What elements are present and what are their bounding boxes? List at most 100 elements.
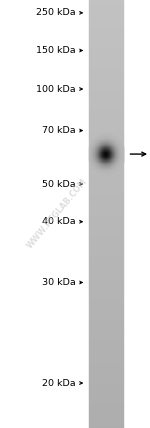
Bar — [89, 320, 123, 321]
Bar — [118, 163, 119, 164]
Bar — [109, 152, 110, 153]
Bar — [108, 151, 109, 152]
Bar — [112, 158, 113, 159]
Bar — [112, 149, 113, 150]
Bar — [111, 138, 112, 139]
Bar — [98, 142, 99, 143]
Bar — [98, 141, 99, 142]
Bar — [118, 153, 119, 154]
Bar — [102, 149, 103, 150]
Bar — [111, 170, 112, 171]
Bar — [89, 208, 123, 210]
Bar — [103, 137, 104, 138]
Bar — [105, 161, 106, 162]
Bar — [114, 149, 115, 150]
Bar — [89, 294, 123, 295]
Bar — [98, 156, 99, 157]
Bar — [106, 145, 107, 146]
Bar — [121, 149, 122, 150]
Bar — [120, 151, 121, 152]
Bar — [113, 153, 114, 154]
Bar — [89, 160, 90, 161]
Bar — [103, 154, 104, 155]
Bar — [89, 292, 123, 294]
Bar — [94, 147, 95, 148]
Bar — [104, 167, 105, 168]
Bar — [95, 153, 96, 154]
Bar — [115, 138, 116, 139]
Bar — [119, 164, 120, 165]
Bar — [89, 337, 123, 338]
Bar — [100, 156, 101, 157]
Bar — [109, 148, 110, 149]
Bar — [99, 135, 100, 136]
Bar — [89, 167, 123, 168]
Bar — [117, 149, 118, 150]
Bar — [113, 151, 114, 152]
Bar — [92, 149, 93, 150]
Bar — [89, 78, 123, 80]
Bar — [109, 155, 110, 156]
Bar — [105, 173, 106, 174]
Bar — [115, 156, 116, 157]
Bar — [89, 240, 123, 241]
Bar — [93, 142, 94, 143]
Bar — [107, 140, 108, 141]
Bar — [108, 156, 109, 157]
Bar — [118, 147, 119, 148]
Bar — [104, 158, 105, 159]
Bar — [100, 150, 101, 151]
Bar — [105, 153, 106, 154]
Bar — [89, 348, 123, 350]
Bar — [97, 157, 98, 158]
Bar — [92, 165, 93, 166]
Bar — [109, 138, 110, 139]
Bar — [110, 139, 111, 140]
Bar — [101, 158, 102, 159]
Bar — [91, 145, 92, 146]
Bar — [102, 164, 103, 165]
Bar — [104, 168, 105, 169]
Bar — [108, 164, 109, 165]
Bar — [98, 164, 99, 165]
Bar — [108, 137, 109, 138]
Bar — [93, 159, 94, 160]
Bar — [119, 143, 120, 144]
Bar — [96, 143, 97, 144]
Bar — [89, 157, 123, 158]
Bar — [105, 171, 106, 172]
Bar — [103, 139, 104, 140]
Bar — [89, 178, 123, 180]
Bar — [90, 146, 91, 147]
Bar — [89, 274, 123, 275]
Bar — [95, 163, 96, 164]
Bar — [97, 145, 98, 146]
Bar — [89, 184, 123, 185]
Bar — [119, 162, 120, 163]
Bar — [93, 146, 94, 147]
Bar — [115, 167, 116, 168]
Bar — [112, 148, 113, 149]
Bar — [101, 140, 102, 141]
Bar — [97, 152, 98, 153]
Bar — [98, 162, 99, 163]
Bar — [108, 172, 109, 173]
Bar — [89, 253, 123, 254]
Bar — [113, 143, 114, 144]
Bar — [89, 271, 123, 273]
Bar — [120, 144, 121, 145]
Bar — [89, 174, 123, 175]
Bar — [92, 162, 93, 163]
Bar — [105, 166, 106, 167]
Bar — [105, 148, 106, 149]
Bar — [94, 141, 95, 142]
Bar — [111, 139, 112, 140]
Bar — [89, 275, 123, 277]
Bar — [102, 160, 103, 161]
Bar — [104, 160, 105, 161]
Bar — [98, 157, 99, 158]
Bar — [102, 161, 103, 162]
Text: 50 kDa: 50 kDa — [42, 179, 76, 189]
Bar — [92, 155, 93, 156]
Bar — [111, 141, 112, 142]
